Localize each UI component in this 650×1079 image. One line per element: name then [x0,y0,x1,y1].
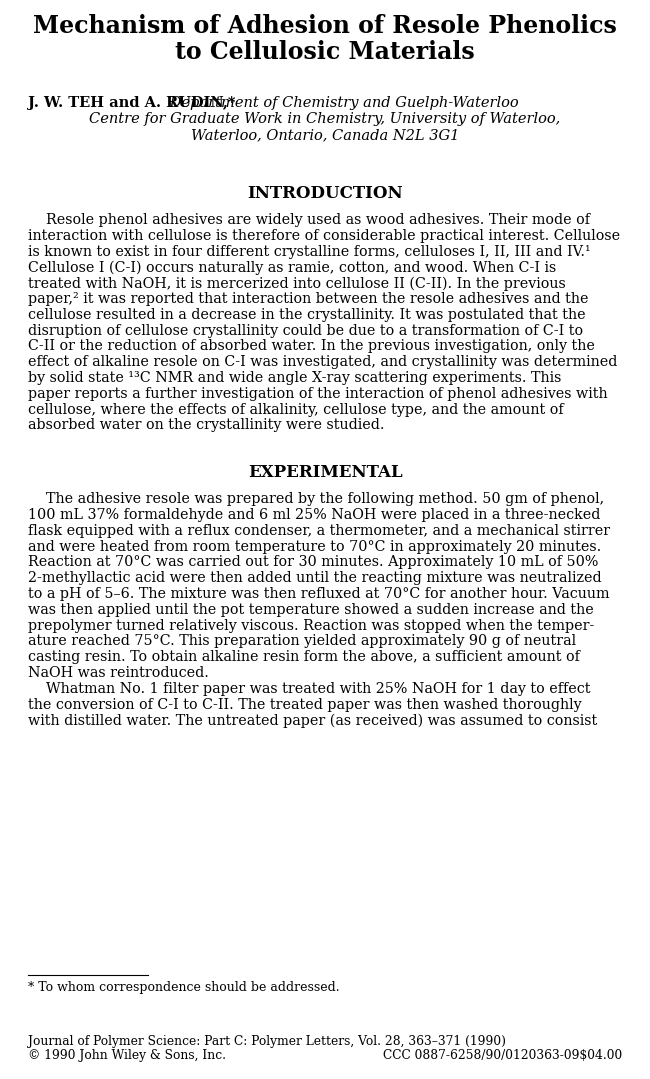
Text: cellulose resulted in a decrease in the crystallinity. It was postulated that th: cellulose resulted in a decrease in the … [28,308,586,322]
Text: Whatman No. 1 filter paper was treated with 25% NaOH for 1 day to effect: Whatman No. 1 filter paper was treated w… [28,682,590,696]
Text: cellulose, where the effects of alkalinity, cellulose type, and the amount of: cellulose, where the effects of alkalini… [28,402,564,416]
Text: paper,² it was reported that interaction between the resole adhesives and the: paper,² it was reported that interaction… [28,292,588,306]
Text: 2-methyllactic acid were then added until the reacting mixture was neutralized: 2-methyllactic acid were then added unti… [28,571,602,585]
Text: ature reached 75°C. This preparation yielded approximately 90 g of neutral: ature reached 75°C. This preparation yie… [28,634,576,648]
Text: © 1990 John Wiley & Sons, Inc.: © 1990 John Wiley & Sons, Inc. [28,1049,226,1062]
Text: The adhesive resole was prepared by the following method. 50 gm of phenol,: The adhesive resole was prepared by the … [28,492,604,506]
Text: treated with NaOH, it is mercerized into cellulose II (C-II). In the previous: treated with NaOH, it is mercerized into… [28,276,566,290]
Text: Reaction at 70°C was carried out for 30 minutes. Approximately 10 mL of 50%: Reaction at 70°C was carried out for 30 … [28,556,599,570]
Text: Department of Chemistry and Guelph-Waterloo: Department of Chemistry and Guelph-Water… [165,96,519,110]
Text: disruption of cellulose crystallinity could be due to a transformation of C-I to: disruption of cellulose crystallinity co… [28,324,583,338]
Text: C-II or the reduction of absorbed water. In the previous investigation, only the: C-II or the reduction of absorbed water.… [28,340,595,354]
Text: * To whom correspondence should be addressed.: * To whom correspondence should be addre… [28,981,339,994]
Text: EXPERIMENTAL: EXPERIMENTAL [248,464,402,481]
Text: absorbed water on the crystallinity were studied.: absorbed water on the crystallinity were… [28,419,385,433]
Text: NaOH was reintroduced.: NaOH was reintroduced. [28,666,209,680]
Text: interaction with cellulose is therefore of considerable practical interest. Cell: interaction with cellulose is therefore … [28,229,620,243]
Text: prepolymer turned relatively viscous. Reaction was stopped when the temper-: prepolymer turned relatively viscous. Re… [28,618,594,632]
Text: J. W. TEH and A. RUDIN,*: J. W. TEH and A. RUDIN,* [28,96,235,110]
Text: Cellulose I (C-I) occurs naturally as ramie, cotton, and wood. When C-I is: Cellulose I (C-I) occurs naturally as ra… [28,260,556,275]
Text: paper reports a further investigation of the interaction of phenol adhesives wit: paper reports a further investigation of… [28,386,608,400]
Text: effect of alkaline resole on C-I was investigated, and crystallinity was determi: effect of alkaline resole on C-I was inv… [28,355,618,369]
Text: Waterloo, Ontario, Canada N2L 3G1: Waterloo, Ontario, Canada N2L 3G1 [191,128,459,142]
Text: casting resin. To obtain alkaline resin form the above, a sufficient amount of: casting resin. To obtain alkaline resin … [28,651,580,665]
Text: with distilled water. The untreated paper (as received) was assumed to consist: with distilled water. The untreated pape… [28,713,597,728]
Text: Resole phenol adhesives are widely used as wood adhesives. Their mode of: Resole phenol adhesives are widely used … [28,213,590,227]
Text: 100 mL 37% formaldehyde and 6 ml 25% NaOH were placed in a three-necked: 100 mL 37% formaldehyde and 6 ml 25% NaO… [28,508,601,522]
Text: Centre for Graduate Work in Chemistry, University of Waterloo,: Centre for Graduate Work in Chemistry, U… [90,112,560,126]
Text: Mechanism of Adhesion of Resole Phenolics: Mechanism of Adhesion of Resole Phenolic… [33,14,617,38]
Text: was then applied until the pot temperature showed a sudden increase and the: was then applied until the pot temperatu… [28,603,593,617]
Text: by solid state ¹³C NMR and wide angle X-ray scattering experiments. This: by solid state ¹³C NMR and wide angle X-… [28,371,562,385]
Text: the conversion of C-I to C-II. The treated paper was then washed thoroughly: the conversion of C-I to C-II. The treat… [28,698,582,711]
Text: flask equipped with a reflux condenser, a thermometer, and a mechanical stirrer: flask equipped with a reflux condenser, … [28,523,610,537]
Text: to a pH of 5–6. The mixture was then refluxed at 70°C for another hour. Vacuum: to a pH of 5–6. The mixture was then ref… [28,587,610,601]
Text: CCC 0887-6258/90/0120363-09$04.00: CCC 0887-6258/90/0120363-09$04.00 [383,1049,622,1062]
Text: Journal of Polymer Science: Part C: Polymer Letters, Vol. 28, 363–371 (1990): Journal of Polymer Science: Part C: Poly… [28,1035,506,1048]
Text: INTRODUCTION: INTRODUCTION [247,185,403,202]
Text: and were heated from room temperature to 70°C in approximately 20 minutes.: and were heated from room temperature to… [28,540,601,554]
Text: to Cellulosic Materials: to Cellulosic Materials [175,40,475,64]
Text: is known to exist in four different crystalline forms, celluloses I, II, III and: is known to exist in four different crys… [28,245,591,259]
